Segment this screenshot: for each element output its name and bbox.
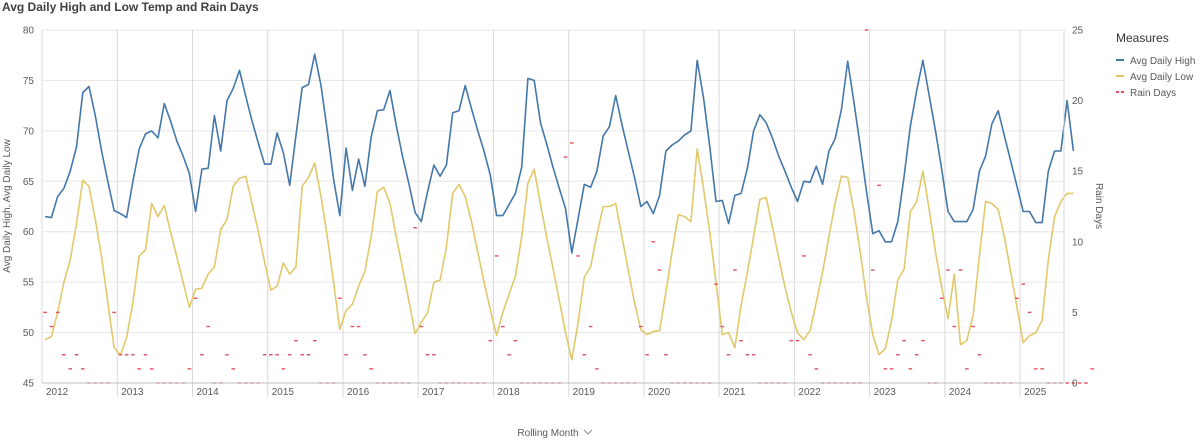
series-layer: [44, 53, 1075, 361]
year-separators: [116, 30, 1021, 397]
series-line-avg-daily-high: [44, 53, 1075, 254]
x-axis-title-control[interactable]: Rolling Month: [517, 428, 593, 439]
legend-title: Measures: [1116, 31, 1169, 45]
x-tick-label: 2021: [723, 387, 746, 398]
y-right-tick-label: 0: [1072, 379, 1078, 390]
x-tick-label: 2017: [422, 387, 445, 398]
y-left-tick-label: 80: [23, 26, 35, 37]
x-tick-label: 2016: [347, 387, 370, 398]
y-right-tick-labels: 0 5 10 15 20 25: [1072, 26, 1084, 390]
legend-label-avg-daily-low: Avg Daily Low: [1130, 72, 1194, 83]
y-right-tick-label: 15: [1072, 167, 1084, 178]
x-tick-label: 2022: [798, 387, 821, 398]
y-left-tick-label: 65: [23, 177, 35, 188]
y-right-tick-label: 5: [1072, 308, 1078, 319]
x-tick-label: 2013: [121, 387, 144, 398]
legend-item-avg-daily-low[interactable]: Avg Daily Low: [1116, 72, 1194, 83]
chevron-down-icon[interactable]: [583, 429, 593, 435]
y-right-tick-label: 25: [1072, 26, 1084, 37]
series-line-avg-daily-low: [44, 148, 1074, 361]
x-tick-label: 2012: [46, 387, 69, 398]
y-left-tick-label: 70: [23, 126, 35, 137]
y-right-tick-label: 20: [1072, 96, 1084, 107]
y-left-tick-label: 55: [23, 278, 35, 289]
y-left-tick-label: 75: [23, 76, 35, 87]
x-tick-labels: 2012 2013 2014 2015 2016 2017 2018 2019 2020 2021…: [46, 387, 1047, 398]
x-tick-label: 2023: [874, 387, 897, 398]
legend-item-avg-daily-high[interactable]: Avg Daily High: [1116, 56, 1195, 67]
legend: Measures Avg Daily High Avg Daily Low Ra…: [1116, 31, 1195, 99]
x-tick-label: 2025: [1024, 387, 1047, 398]
x-tick-label: 2020: [648, 387, 671, 398]
x-tick-label: 2018: [497, 387, 520, 398]
chart-title: Avg Daily High and Low Temp and Rain Day…: [2, 0, 259, 14]
legend-label-rain-days: Rain Days: [1130, 88, 1176, 99]
y-left-tick-label: 60: [23, 227, 35, 238]
y-right-tick-label: 10: [1072, 237, 1084, 248]
legend-label-avg-daily-high: Avg Daily High: [1130, 56, 1195, 67]
y-left-tick-labels: 45 50 55 60 65 70 75 80: [23, 26, 35, 390]
legend-item-rain-days[interactable]: Rain Days: [1116, 88, 1176, 99]
x-axis-title: Rolling Month: [517, 428, 578, 439]
y-left-axis-title: Avg Daily High, Avg Daily Low: [2, 138, 13, 272]
x-tick-label: 2015: [272, 387, 295, 398]
y-left-tick-label: 50: [23, 328, 35, 339]
x-tick-label: 2019: [573, 387, 596, 398]
x-tick-label: 2024: [949, 387, 972, 398]
y-left-tick-label: 45: [23, 379, 35, 390]
x-tick-label: 2014: [196, 387, 219, 398]
y-right-axis-title: Rain Days: [1093, 183, 1104, 229]
grid-layer: [42, 29, 1064, 334]
axes: [41, 30, 1065, 384]
